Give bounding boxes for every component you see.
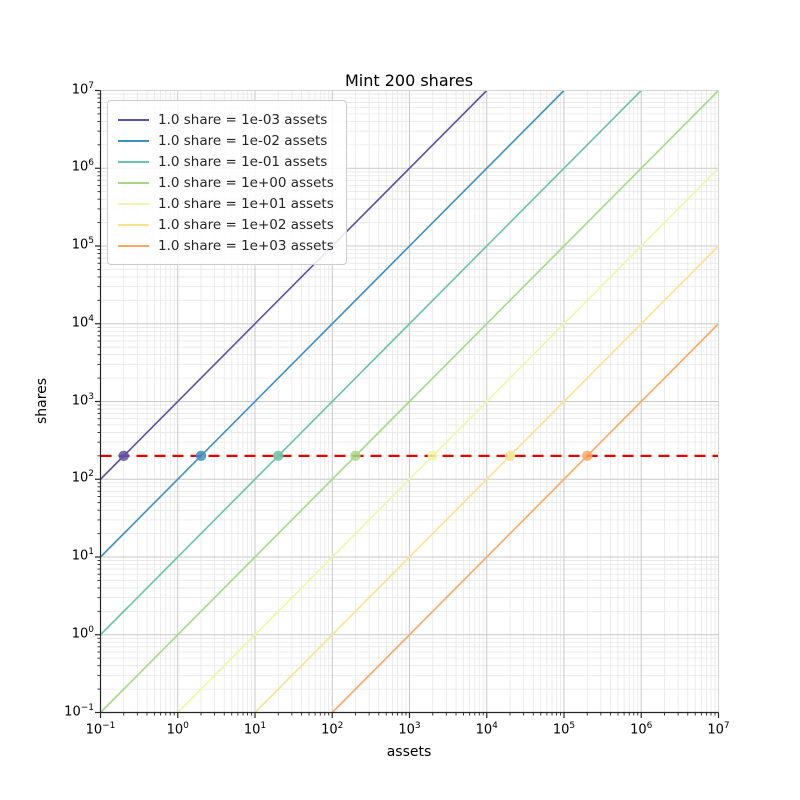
series-line-2 bbox=[99, 89, 642, 636]
legend-swatch-icon bbox=[118, 118, 149, 121]
x-axis-label: assets bbox=[386, 744, 432, 760]
legend-swatch-icon bbox=[118, 139, 149, 142]
marker-dot-3 bbox=[350, 450, 361, 462]
legend-swatch-icon bbox=[118, 181, 149, 184]
legend-item-3: 1.0 share = 1e+00 assets bbox=[118, 172, 334, 193]
y-axis-label: shares bbox=[34, 377, 50, 425]
legend-label: 1.0 share = 1e+02 assets bbox=[158, 216, 334, 233]
legend-item-0: 1.0 share = 1e-03 assets bbox=[118, 109, 334, 130]
series-line-0 bbox=[99, 89, 488, 480]
legend-label: 1.0 share = 1e+00 assets bbox=[158, 174, 334, 191]
legend-swatch-icon bbox=[118, 223, 149, 226]
marker-dot-6 bbox=[582, 450, 593, 462]
marker-dot-1 bbox=[195, 450, 207, 462]
legend-swatch-icon bbox=[118, 244, 149, 247]
series-line-1 bbox=[99, 89, 565, 558]
legend: 1.0 share = 1e-03 assets 1.0 share = 1e-0… bbox=[107, 100, 347, 265]
legend-label: 1.0 share = 1e+01 assets bbox=[158, 195, 334, 212]
legend-label: 1.0 share = 1e-01 assets bbox=[158, 153, 328, 170]
legend-item-4: 1.0 share = 1e+01 assets bbox=[118, 193, 334, 214]
legend-item-1: 1.0 share = 1e-02 assets bbox=[118, 130, 334, 151]
legend-item-6: 1.0 share = 1e+03 assets bbox=[118, 235, 334, 256]
legend-label: 1.0 share = 1e-03 assets bbox=[158, 111, 328, 128]
legend-swatch-icon bbox=[118, 160, 149, 163]
legend-item-2: 1.0 share = 1e-01 assets bbox=[118, 151, 334, 172]
legend-label: 1.0 share = 1e+03 assets bbox=[158, 237, 334, 254]
marker-dot-0 bbox=[118, 450, 129, 462]
series-line-4 bbox=[177, 167, 720, 714]
marker-dot-4 bbox=[427, 450, 438, 462]
legend-swatch-icon bbox=[118, 202, 149, 205]
chart-title: Mint 200 shares bbox=[344, 71, 474, 90]
series-line-5 bbox=[254, 245, 720, 714]
legend-item-5: 1.0 share = 1e+02 assets bbox=[118, 214, 334, 235]
marker-dot-2 bbox=[273, 450, 284, 462]
marker-dot-5 bbox=[504, 450, 516, 462]
legend-label: 1.0 share = 1e-02 assets bbox=[158, 132, 328, 149]
series-line-3 bbox=[99, 89, 720, 714]
series-line-6 bbox=[331, 323, 720, 714]
